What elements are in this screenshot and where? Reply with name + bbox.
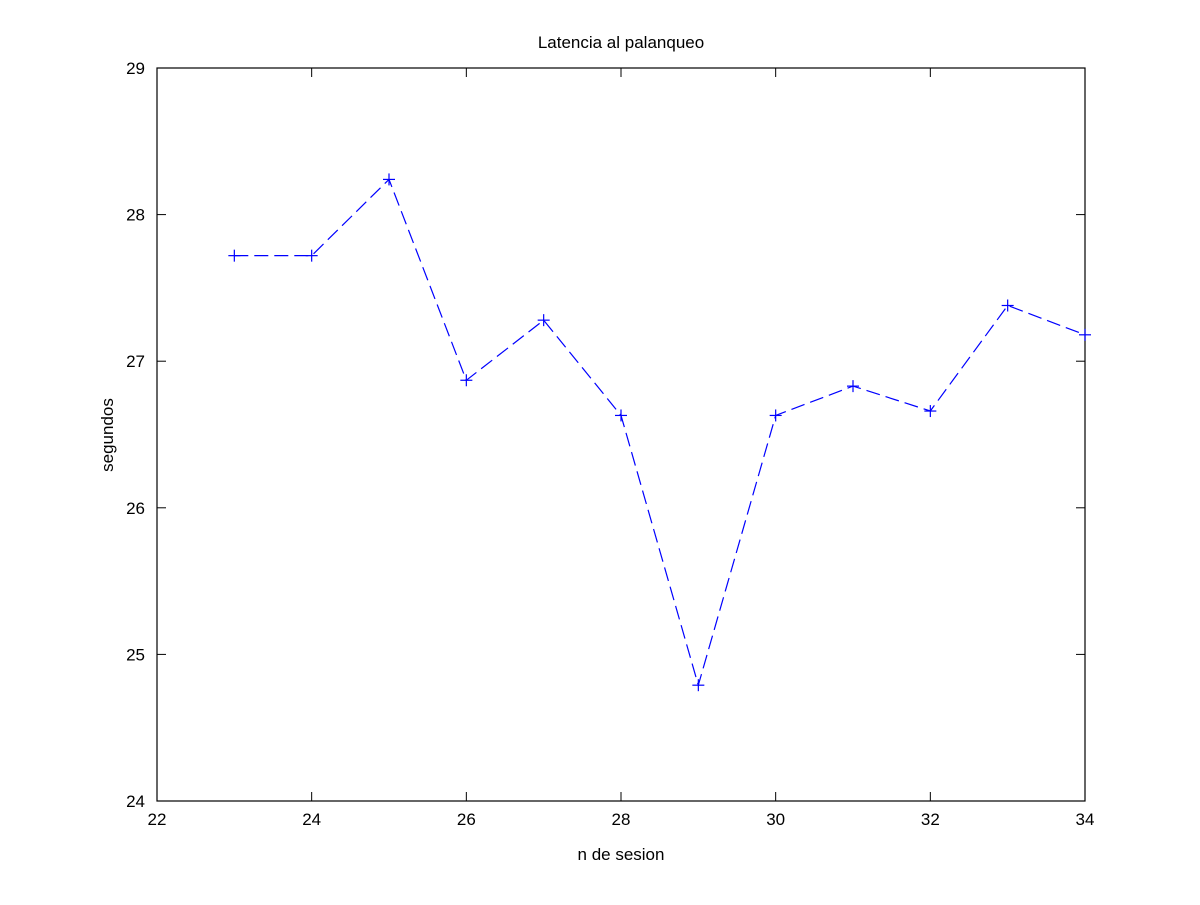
data-point-24 [305, 249, 318, 262]
series-line-0 [234, 178, 1086, 688]
chart-title: Latencia al palanqueo [538, 33, 704, 52]
y-tick-label-27: 27 [126, 352, 145, 371]
x-tick-label-28: 28 [612, 810, 631, 829]
data-point-29 [692, 679, 705, 692]
data-point-27 [537, 314, 550, 327]
data-point-26 [460, 374, 473, 387]
data-point-25 [383, 173, 395, 186]
data-point-34 [1079, 328, 1091, 341]
data-point-23 [228, 249, 241, 262]
x-tick-label-24: 24 [302, 810, 321, 829]
y-tick-label-26: 26 [126, 499, 145, 518]
x-tick-label-22: 22 [148, 810, 167, 829]
y-tick-label-28: 28 [126, 206, 145, 225]
y-tick-label-25: 25 [126, 645, 145, 664]
x-tick-label-26: 26 [457, 810, 476, 829]
x-tick-label-30: 30 [766, 810, 785, 829]
x-axis-title: n de sesion [578, 845, 665, 864]
data-point-28 [615, 409, 627, 422]
data-point-31 [847, 380, 859, 393]
y-tick-label-24: 24 [126, 792, 145, 811]
data-point-33 [1001, 299, 1014, 312]
data-point-30 [769, 409, 782, 422]
y-axis-title: segundos [98, 398, 117, 472]
y-tick-label-29: 29 [126, 59, 145, 78]
x-tick-label-32: 32 [921, 810, 940, 829]
x-tick-label-34: 34 [1076, 810, 1095, 829]
data-point-32 [924, 405, 937, 418]
